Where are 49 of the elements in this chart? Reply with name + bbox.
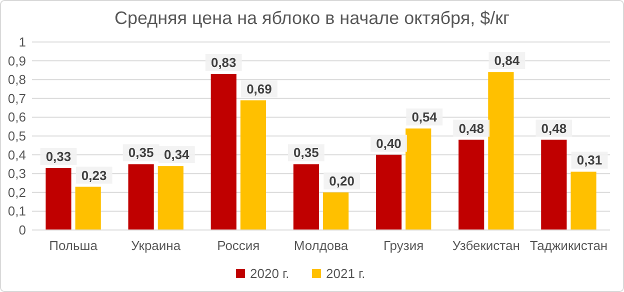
chart-title: Средняя цена на яблоко в начале октября, $/кг — [114, 8, 510, 28]
data-label: 0,31 — [576, 152, 602, 168]
bar — [210, 74, 236, 230]
data-label: 0,35 — [294, 145, 319, 160]
y-tick-label: 0,7 — [8, 90, 26, 106]
legend-label: 2021 г. — [326, 266, 366, 281]
y-tick-label: 0,3 — [8, 166, 26, 182]
bar — [458, 140, 484, 230]
data-label: 0,83 — [210, 54, 236, 70]
y-tick-label: 0,2 — [8, 184, 26, 200]
data-label: 0,34 — [164, 147, 190, 162]
x-tick-label: Узбекистан — [452, 238, 520, 253]
x-tick-label: Россия — [217, 238, 260, 253]
data-label: 0,48 — [458, 120, 484, 136]
x-tick-label: Молдова — [294, 238, 349, 253]
bar — [323, 192, 349, 230]
bar — [541, 140, 567, 230]
data-label: 0,35 — [128, 145, 154, 160]
data-label: 0,69 — [246, 81, 272, 96]
y-tick-label: 0 — [18, 222, 26, 238]
bar — [406, 128, 432, 230]
data-label: 0,23 — [81, 168, 107, 183]
data-label: 0,84 — [494, 53, 520, 68]
data-label: 0,48 — [541, 120, 567, 136]
x-tick-label: Польша — [49, 238, 98, 253]
data-label: 0,54 — [412, 109, 438, 124]
bar — [158, 166, 184, 230]
bar — [570, 172, 596, 230]
bar — [240, 100, 266, 230]
data-label: 0,20 — [329, 173, 354, 188]
bar — [293, 164, 319, 230]
y-tick-label: 0,6 — [8, 110, 26, 125]
y-tick-label: 0,1 — [8, 204, 26, 219]
bar — [46, 168, 72, 230]
legend-label: 2020 г. — [250, 266, 290, 281]
x-tick-label: Таджикистан — [530, 238, 608, 253]
x-tick-label: Украина — [131, 238, 182, 253]
y-tick-label: 1 — [18, 34, 26, 50]
data-label: 0,33 — [46, 148, 72, 164]
y-tick-label: 0,8 — [8, 72, 26, 88]
bar — [376, 154, 402, 230]
bar — [488, 72, 514, 230]
y-tick-label: 0,5 — [8, 128, 26, 144]
x-tick-label: Грузия — [383, 238, 424, 253]
y-tick-label: 0,4 — [8, 147, 26, 162]
data-label: 0,40 — [376, 136, 402, 151]
bar — [75, 186, 101, 230]
y-tick-label: 0,9 — [8, 53, 26, 68]
bar — [128, 164, 154, 230]
